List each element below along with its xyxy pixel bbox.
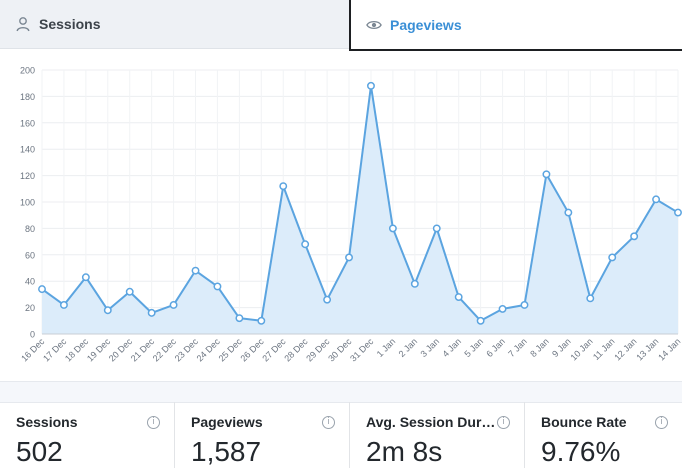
x-tick-label: 20 Dec bbox=[107, 336, 135, 364]
series-area bbox=[42, 85, 678, 334]
data-point bbox=[81, 273, 90, 282]
x-tick-label: 3 Jan bbox=[419, 336, 442, 359]
y-tick-label: 100 bbox=[20, 198, 35, 208]
data-point bbox=[191, 266, 200, 275]
data-point bbox=[542, 170, 551, 179]
y-tick-label: 120 bbox=[20, 171, 35, 181]
data-point bbox=[103, 306, 112, 315]
data-point bbox=[388, 224, 397, 233]
pageviews-chart: 0 20 40 60 80 100 120 140 160 180 200 16 Dec 17 Dec 1… bbox=[0, 51, 682, 381]
data-point bbox=[586, 294, 595, 303]
x-tick-label: 22 Dec bbox=[151, 336, 179, 364]
x-tick-label: 13 Jan bbox=[634, 336, 660, 362]
y-tick-label: 20 bbox=[25, 303, 35, 313]
stat-bounce-rate-label: Bounce Rate bbox=[541, 414, 627, 430]
y-tick-label: 160 bbox=[20, 118, 35, 128]
data-point bbox=[476, 316, 485, 325]
x-tick-label: 1 Jan bbox=[375, 336, 398, 359]
x-tick-label: 17 Dec bbox=[41, 336, 69, 364]
eye-icon bbox=[366, 17, 382, 33]
data-point bbox=[608, 253, 617, 262]
stat-sessions-label: Sessions bbox=[16, 414, 78, 430]
data-point bbox=[432, 224, 441, 233]
data-point bbox=[520, 301, 529, 309]
chart-footer-band bbox=[0, 381, 682, 403]
x-tick-label: 11 Jan bbox=[591, 336, 617, 362]
y-tick-label: 200 bbox=[20, 66, 35, 76]
x-tick-label: 8 Jan bbox=[528, 336, 551, 359]
tab-sessions-label: Sessions bbox=[39, 16, 101, 32]
x-tick-label: 28 Dec bbox=[282, 336, 310, 364]
x-tick-label: 29 Dec bbox=[304, 336, 332, 364]
data-point bbox=[652, 195, 661, 204]
x-tick-label: 5 Jan bbox=[462, 336, 485, 359]
x-tick-label: 23 Dec bbox=[173, 336, 201, 364]
info-icon[interactable]: i bbox=[147, 416, 160, 429]
tab-sessions[interactable]: Sessions bbox=[0, 0, 349, 49]
x-tick-label: 2 Jan bbox=[397, 336, 420, 359]
y-tick-label: 60 bbox=[25, 250, 35, 260]
info-icon[interactable]: i bbox=[497, 416, 510, 429]
data-point bbox=[38, 285, 46, 294]
x-tick-label: 21 Dec bbox=[129, 336, 157, 364]
data-point bbox=[213, 282, 222, 291]
stat-avg-session-duration-value: 2m 8s bbox=[366, 436, 443, 467]
x-tick-label: 6 Jan bbox=[484, 336, 507, 359]
x-tick-label: 30 Dec bbox=[326, 336, 354, 364]
user-icon bbox=[15, 16, 31, 32]
stat-pageviews: Pageviews 1,587 i bbox=[175, 402, 350, 468]
stat-bounce-rate-value: 9.76% bbox=[541, 436, 621, 467]
stat-sessions: Sessions 502 i bbox=[0, 402, 175, 468]
data-point bbox=[564, 208, 573, 217]
y-tick-label: 40 bbox=[25, 277, 35, 287]
x-tick-label: 27 Dec bbox=[260, 336, 288, 364]
x-tick-label: 24 Dec bbox=[195, 336, 223, 364]
x-tick-label: 10 Jan bbox=[569, 336, 595, 362]
data-point bbox=[147, 308, 156, 317]
stats-row: Sessions 502 i Pageviews 1,587 i Avg. Se… bbox=[0, 402, 682, 468]
info-icon[interactable]: i bbox=[655, 416, 668, 429]
data-point bbox=[301, 240, 310, 249]
stat-avg-session-duration: Avg. Session Duration 2m 8s i bbox=[350, 402, 525, 468]
data-point bbox=[454, 293, 463, 301]
data-point bbox=[498, 304, 507, 313]
y-tick-label: 180 bbox=[20, 92, 35, 102]
data-point bbox=[235, 314, 244, 323]
data-point bbox=[674, 208, 682, 217]
x-tick-label: 19 Dec bbox=[85, 336, 113, 364]
y-tick-label: 140 bbox=[20, 145, 35, 155]
x-tick-label: 16 Dec bbox=[19, 336, 47, 364]
data-point bbox=[125, 287, 134, 296]
x-tick-label: 26 Dec bbox=[238, 336, 266, 364]
data-point bbox=[630, 232, 639, 241]
stat-pageviews-value: 1,587 bbox=[191, 436, 262, 467]
x-tick-label: 7 Jan bbox=[506, 336, 529, 359]
series-line bbox=[41, 84, 679, 322]
stat-avg-session-duration-label: Avg. Session Duration bbox=[366, 414, 496, 430]
data-point bbox=[345, 253, 353, 262]
tab-pageviews[interactable]: Pageviews bbox=[349, 0, 682, 51]
x-tick-label: 31 Dec bbox=[348, 336, 376, 364]
x-tick-label: 4 Jan bbox=[440, 336, 463, 359]
x-tick-label: 12 Jan bbox=[612, 336, 638, 362]
data-point bbox=[59, 301, 68, 309]
x-tick-label: 18 Dec bbox=[63, 336, 91, 364]
x-tick-label: 14 Jan bbox=[656, 336, 682, 362]
y-tick-label: 80 bbox=[25, 224, 35, 234]
y-tick-label: 0 bbox=[30, 330, 35, 340]
stat-pageviews-label: Pageviews bbox=[191, 414, 263, 430]
stat-sessions-value: 502 bbox=[16, 436, 63, 467]
info-icon[interactable]: i bbox=[322, 416, 335, 429]
stat-bounce-rate: Bounce Rate 9.76% i bbox=[525, 402, 682, 468]
tab-pageviews-label: Pageviews bbox=[390, 16, 462, 33]
data-point bbox=[279, 182, 288, 191]
report-tabs: Sessions Pageviews bbox=[0, 0, 682, 51]
data-point bbox=[323, 295, 332, 304]
data-point bbox=[410, 279, 419, 288]
data-point bbox=[169, 301, 178, 309]
data-point bbox=[367, 81, 375, 90]
x-tick-label: 25 Dec bbox=[217, 336, 245, 364]
data-point bbox=[257, 316, 266, 325]
